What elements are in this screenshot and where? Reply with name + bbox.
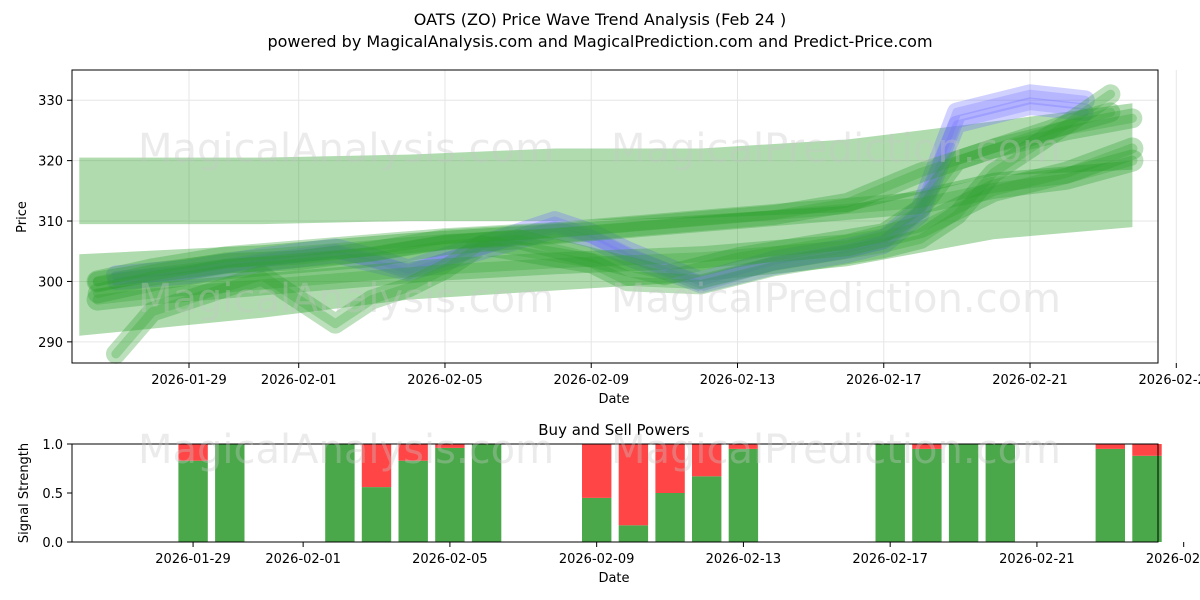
buy-power-bar xyxy=(985,444,1015,542)
sell-power-bar xyxy=(361,444,392,488)
watermark-top-right: MagicalPrediction.com xyxy=(611,126,1061,172)
chart-subtitle: powered by MagicalAnalysis.com and Magic… xyxy=(267,32,932,51)
signal-bars xyxy=(178,444,1162,542)
signal-x-tick-label: 2026-02-21 xyxy=(999,552,1075,567)
buy-power-bar xyxy=(948,444,979,542)
price-wave-blue-wave-2-halo xyxy=(107,97,1094,294)
price-x-axis: 2026-01-29 2026-02-01 2026-02-05 2026-02-09… xyxy=(151,363,1200,388)
price-x-tick-label: 2026-01-29 xyxy=(151,373,227,388)
buy-power-bar xyxy=(178,460,208,542)
sell-power-bar xyxy=(1095,444,1125,449)
sell-power-bar xyxy=(912,444,942,449)
price-wave-green-wave-1 xyxy=(92,155,1138,287)
price-wave-blue-wave-1 xyxy=(111,89,1090,286)
sell-power-bar xyxy=(728,444,759,449)
sell-power-bar xyxy=(655,444,685,493)
price-x-tick-label: 2026-02-17 xyxy=(846,373,922,388)
price-wave-green-wave-3-halo xyxy=(87,108,1143,292)
signal-y-tick-label: 0.0 xyxy=(42,536,63,551)
price-wave-blue-wave-1-halo xyxy=(106,84,1095,292)
price-grid xyxy=(72,70,1177,363)
watermark-bottom-left: MagicalAnalysis.com xyxy=(138,427,554,473)
signal-x-tick-label: 2026-02-25 xyxy=(1146,552,1200,567)
signal-x-tick-label: 2026-02-01 xyxy=(265,552,341,567)
price-wave-green-wave-4 xyxy=(111,89,1115,359)
chart-title: OATS (ZO) Price Wave Trend Analysis (Feb… xyxy=(414,10,787,29)
sell-power-bar xyxy=(435,444,465,448)
price-bands xyxy=(79,103,1133,336)
price-band-lower-wave-band xyxy=(79,160,1133,336)
signal-x-tick-label: 2026-02-17 xyxy=(852,552,928,567)
signal-x-label: Date xyxy=(598,571,629,586)
price-x-tick-label: 2026-02-13 xyxy=(700,373,776,388)
sell-power-bar xyxy=(1132,444,1162,456)
price-y-tick-label: 320 xyxy=(38,155,63,170)
price-wave-green-wave-5 xyxy=(93,107,1115,298)
sell-power-bar xyxy=(398,444,428,461)
signal-x-tick-label: 2026-02-13 xyxy=(706,552,782,567)
buy-power-bar xyxy=(1132,455,1162,542)
price-wave-blue-wave-2 xyxy=(111,102,1089,289)
price-x-tick-label: 2026-02-05 xyxy=(407,373,483,388)
price-wave-green-wave-2-halo xyxy=(86,137,1144,311)
price-wave-green-wave-3 xyxy=(93,113,1137,286)
buy-power-bar xyxy=(215,444,245,542)
buy-power-bar xyxy=(655,493,685,542)
signal-y-label: Signal Strength xyxy=(17,443,32,543)
price-x-tick-label: 2026-02-09 xyxy=(553,373,629,388)
sell-power-bar xyxy=(692,444,722,477)
buy-power-bar xyxy=(1095,448,1125,542)
sell-power-bar xyxy=(618,444,649,526)
buy-power-bar xyxy=(912,448,942,542)
buy-power-bar xyxy=(398,460,428,542)
price-band-upper-wave-band xyxy=(79,103,1133,225)
price-x-tick-label: 2026-02-01 xyxy=(261,373,337,388)
buy-power-bar xyxy=(325,444,355,542)
buy-power-bar xyxy=(361,487,392,542)
price-wave-green-wave-4-halo xyxy=(106,84,1121,364)
price-y-tick-label: 310 xyxy=(38,215,63,230)
sell-power-bar xyxy=(178,444,208,461)
signal-x-axis: 2026-01-29 2026-02-01 2026-02-05 2026-02-09… xyxy=(155,542,1200,567)
buy-power-bar xyxy=(582,497,612,542)
signal-chart-title: Buy and Sell Powers xyxy=(538,421,690,439)
price-x-label: Date xyxy=(598,392,629,407)
signal-y-tick-label: 0.5 xyxy=(42,487,63,502)
signal-x-tick-label: 2026-02-09 xyxy=(559,552,635,567)
buy-power-bar xyxy=(471,444,502,542)
buy-power-bar xyxy=(728,448,759,542)
signal-y-tick-label: 1.0 xyxy=(42,438,63,453)
buy-power-bar xyxy=(875,444,905,542)
price-y-tick-label: 300 xyxy=(38,275,63,290)
buy-power-bar xyxy=(435,447,465,542)
price-y-axis: 290 300 310 320 330 xyxy=(38,94,72,351)
buy-power-bar xyxy=(692,476,722,542)
signal-x-tick-label: 2026-01-29 xyxy=(155,552,231,567)
watermark-top-left: MagicalAnalysis.com xyxy=(138,126,554,172)
signal-y-axis: 0.0 0.5 1.0 xyxy=(42,438,72,551)
signal-x-tick-label: 2026-02-05 xyxy=(412,552,488,567)
price-x-tick-label: 2026-02-25 xyxy=(1139,373,1200,388)
watermark-mid-left: MagicalAnalysis.com xyxy=(138,276,554,322)
price-y-tick-label: 290 xyxy=(38,336,63,351)
sell-power-bar xyxy=(582,444,612,498)
watermark-mid-right: MagicalPrediction.com xyxy=(611,276,1061,322)
price-plot-frame xyxy=(71,69,1159,364)
price-waves xyxy=(86,84,1144,364)
price-y-tick-label: 330 xyxy=(38,94,63,109)
price-x-tick-label: 2026-02-21 xyxy=(992,373,1068,388)
price-y-label: Price xyxy=(15,201,30,233)
price-wave-green-wave-5-halo xyxy=(87,102,1121,304)
buy-power-bar xyxy=(618,525,649,542)
price-wave-green-wave-1-halo xyxy=(86,149,1144,293)
watermark-bottom-right: MagicalPrediction.com xyxy=(611,427,1061,473)
price-wave-green-wave-2 xyxy=(92,143,1138,305)
